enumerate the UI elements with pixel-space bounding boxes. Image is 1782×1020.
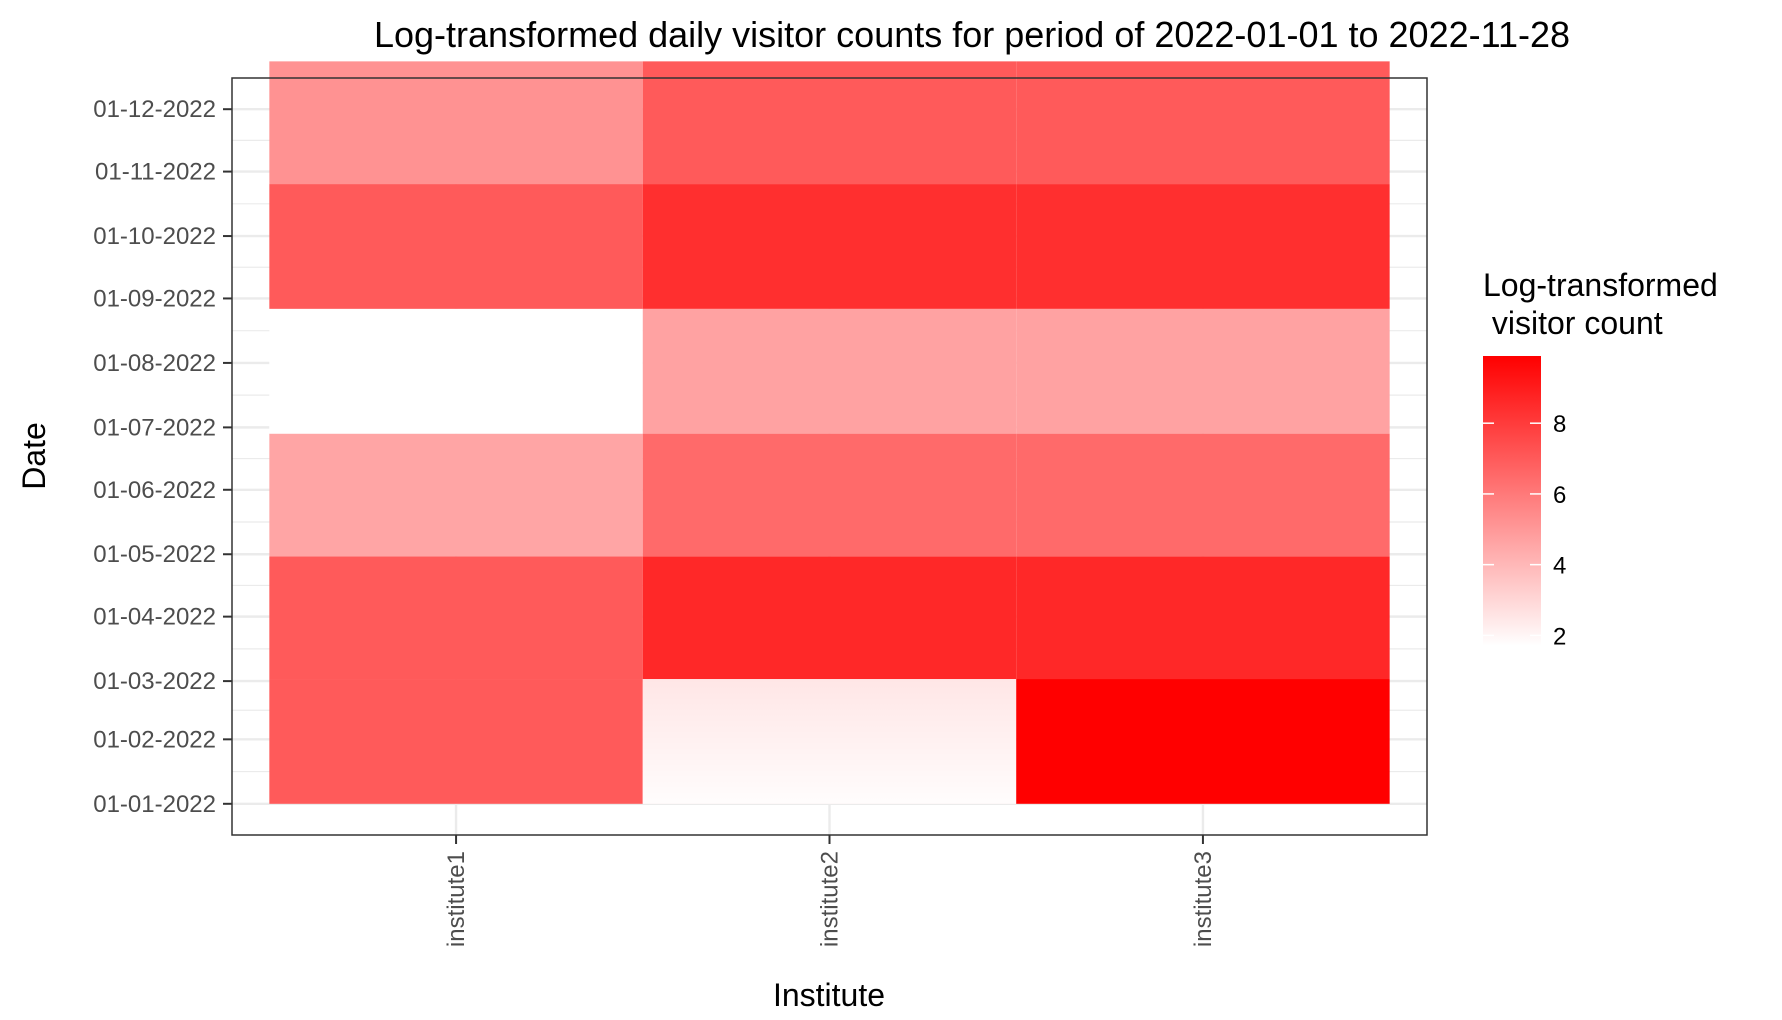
heatmap-cell — [642, 556, 1017, 680]
heatmap-cell — [1016, 61, 1390, 185]
heatmap-cells — [269, 61, 1390, 804]
heatmap-cell — [269, 556, 643, 680]
heatmap-cell — [642, 61, 1017, 185]
heatmap-cell — [642, 433, 1017, 557]
legend-colorbar — [1483, 356, 1541, 646]
legend-title-line2: visitor count — [1483, 305, 1663, 341]
y-tick-label: 01-11-2022 — [95, 159, 216, 186]
y-tick-label: 01-02-2022 — [93, 726, 216, 753]
x-axis-ticks: institute1 institute2 institute3 — [443, 835, 1217, 947]
heatmap-cell — [269, 433, 643, 557]
heatmap-cell — [1016, 308, 1390, 434]
legend-tick-label: 2 — [1553, 623, 1566, 650]
y-tick-label: 01-01-2022 — [93, 791, 216, 818]
heatmap-cell — [1016, 679, 1390, 804]
y-tick-label: 01-08-2022 — [93, 350, 216, 377]
x-axis-title: Institute — [773, 977, 885, 1013]
y-axis-ticks: 01-01-2022 01-02-2022 01-03-2022 01-04-2022… — [93, 96, 232, 818]
legend-title-line1: Log-transformed — [1483, 267, 1718, 303]
y-tick-label: 01-04-2022 — [93, 604, 216, 631]
x-tick-label: institute1 — [443, 851, 470, 947]
heatmap-cell — [1016, 556, 1390, 680]
y-tick-label: 01-07-2022 — [93, 414, 216, 441]
legend-ticks: 2 4 6 8 — [1483, 411, 1566, 650]
heatmap-cell — [1016, 433, 1390, 557]
legend-tick-label: 6 — [1553, 482, 1566, 509]
x-tick-label: institute2 — [817, 851, 844, 947]
heatmap-cell-fade — [642, 679, 1017, 804]
legend: Log-transformed visitor count 2 4 6 8 — [1483, 267, 1718, 650]
heatmap-cell — [1016, 184, 1390, 309]
heatmap-cell — [269, 679, 643, 804]
y-tick-label: 01-09-2022 — [93, 285, 216, 312]
heatmap-cell — [269, 184, 643, 309]
heatmap-cell-fade — [269, 308, 643, 434]
y-tick-label: 01-10-2022 — [93, 223, 216, 250]
y-axis-title: Date — [16, 422, 52, 490]
heatmap-cell — [642, 184, 1017, 309]
heatmap-cell — [269, 61, 643, 185]
legend-tick-label: 8 — [1553, 411, 1566, 438]
x-tick-label: institute3 — [1190, 851, 1217, 947]
y-tick-label: 01-05-2022 — [93, 541, 216, 568]
y-tick-label: 01-06-2022 — [93, 477, 216, 504]
y-tick-label: 01-12-2022 — [93, 96, 216, 123]
heatmap-cell — [642, 308, 1017, 434]
legend-tick-label: 4 — [1553, 553, 1566, 580]
chart-title: Log-transformed daily visitor counts for… — [374, 14, 1570, 55]
y-tick-label: 01-03-2022 — [93, 668, 216, 695]
